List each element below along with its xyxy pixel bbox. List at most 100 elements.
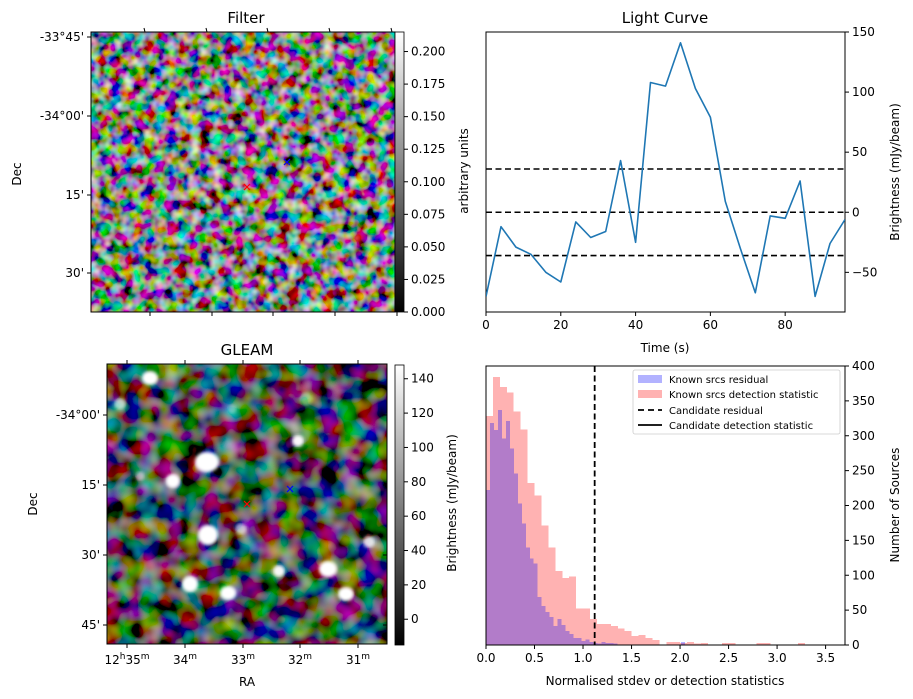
light-curve-y-tick-label: 0 bbox=[852, 205, 860, 219]
light-curve-line bbox=[486, 41, 845, 298]
histogram-bar bbox=[756, 642, 764, 645]
histogram-bar bbox=[561, 624, 566, 645]
histogram-bar bbox=[645, 638, 653, 645]
gleam-x-tick-label: 34m bbox=[173, 652, 197, 667]
gleam-x-tick-label: 32m bbox=[288, 652, 312, 667]
histogram-bar bbox=[545, 612, 550, 645]
gleam-frame bbox=[106, 363, 388, 645]
gleam-source bbox=[167, 475, 179, 487]
histogram-bar bbox=[492, 377, 500, 645]
filter-colorbar-tick-label: 0.125 bbox=[411, 142, 445, 156]
histogram-x-tick-label: 2.0 bbox=[671, 651, 690, 665]
light-curve-x-tick-label: 80 bbox=[778, 318, 793, 332]
filter-top-tick bbox=[266, 27, 269, 33]
gleam-colorbar-tick-label: 100 bbox=[411, 440, 434, 454]
tick-sup: m bbox=[303, 652, 312, 662]
gleam-colorbar-tick-label: 140 bbox=[411, 372, 434, 386]
histogram-bar bbox=[585, 639, 590, 645]
filter-colorbar-tick-label: 0.200 bbox=[411, 45, 445, 59]
tick-part: 12 bbox=[104, 653, 119, 667]
filter-colorbar-tick-label: 0.025 bbox=[411, 272, 445, 286]
histogram-y-tick-label: 100 bbox=[852, 568, 875, 582]
histogram-bar bbox=[577, 638, 582, 645]
histogram-bar bbox=[694, 643, 702, 645]
filter-colorbar-tick-label: 0.150 bbox=[411, 110, 445, 124]
histogram-x-tick-label: 0.0 bbox=[476, 651, 495, 665]
light-curve-x-ticks: 0 20 40 60 80 bbox=[482, 312, 793, 332]
filter-colorbar-tick-label: 0.100 bbox=[411, 175, 445, 189]
histogram-y-tick-label: 400 bbox=[852, 359, 875, 373]
gleam-source bbox=[274, 566, 284, 576]
gleam-source bbox=[320, 562, 336, 576]
histogram-bar bbox=[613, 643, 618, 645]
histogram-bar bbox=[573, 638, 578, 645]
gleam-xlabel: RA bbox=[239, 675, 256, 689]
light-curve-series bbox=[486, 41, 845, 298]
filter-y-tick-label: -34°00' bbox=[40, 109, 84, 123]
legend-label: Known srcs residual bbox=[669, 375, 768, 386]
light-curve-y-tick-label: 100 bbox=[852, 85, 875, 99]
light-curve-x-tick-label: 60 bbox=[703, 318, 718, 332]
filter-y-tick-label: 15' bbox=[65, 188, 84, 202]
histogram-x-ticks: 0.0 0.5 1.0 1.5 2.0 2.5 3.0 3.5 bbox=[476, 645, 835, 665]
histogram-bar bbox=[537, 596, 542, 645]
histogram-bar bbox=[521, 523, 526, 645]
filter-y-tick-label: 30' bbox=[65, 266, 84, 280]
gleam-source bbox=[221, 587, 235, 599]
gleam-source bbox=[236, 524, 246, 534]
tick-part: 34 bbox=[173, 653, 188, 667]
gleam-source bbox=[228, 405, 236, 413]
histogram-bar bbox=[617, 628, 625, 645]
histogram-x-tick-label: 3.0 bbox=[768, 651, 787, 665]
filter-marker-candidate bbox=[243, 183, 251, 191]
histogram-ylabel: Number of Sources bbox=[888, 448, 902, 563]
gleam-x-tick-label: 31m bbox=[346, 652, 370, 667]
light-curve-x-tick-label: 40 bbox=[628, 318, 643, 332]
gleam-colorbar-tick-label: 20 bbox=[411, 578, 426, 592]
filter-ylabel: Dec bbox=[10, 162, 24, 185]
histogram-bar bbox=[541, 605, 546, 645]
histogram-x-tick-label: 1.5 bbox=[622, 651, 641, 665]
histogram-bar bbox=[497, 409, 502, 645]
histogram-y-ticks: 0 50 100 150 200 250 300 350 400 bbox=[845, 359, 875, 652]
histogram-bar bbox=[520, 429, 528, 645]
gleam-colorbar-tick-label: 0 bbox=[411, 612, 419, 626]
gleam-title: GLEAM bbox=[221, 341, 274, 359]
histogram-bar bbox=[555, 571, 563, 645]
histogram-y-tick-label: 200 bbox=[852, 499, 875, 513]
tick-sup: m bbox=[361, 652, 370, 662]
filter-top-tick bbox=[390, 27, 393, 33]
gleam-source bbox=[364, 537, 374, 547]
light-curve-y-tick-label: 50 bbox=[852, 145, 867, 159]
tick-part: 32 bbox=[288, 653, 303, 667]
gleam-colorbar-ticks: 0 20 40 60 80 100 120 140 bbox=[404, 372, 434, 626]
gleam-colorbar bbox=[394, 364, 405, 646]
histogram-bar bbox=[486, 490, 490, 645]
filter-y-ticks: -33°45' -34°00' 15' 30' bbox=[40, 30, 91, 280]
histogram-x-tick-label: 0.5 bbox=[525, 651, 544, 665]
gleam-source bbox=[136, 472, 144, 480]
histogram-bar bbox=[581, 640, 586, 645]
histogram-y-tick-label: 350 bbox=[852, 394, 875, 408]
histogram-y-tick-label: 300 bbox=[852, 429, 875, 443]
filter-colorbar-tick-label: 0.000 bbox=[411, 305, 445, 319]
gleam-y-ticks: -34°00' 15' 30' 45' bbox=[56, 408, 387, 632]
gleam-colorbar-tick-label: 40 bbox=[411, 544, 426, 558]
histogram-bar bbox=[666, 642, 674, 645]
gleam-x-ticks: 12h35m 34m 33m 32m 31m bbox=[104, 360, 370, 667]
legend-label: Candidate detection statistic bbox=[669, 421, 813, 432]
histogram-legend: Known srcs residual Known srcs detection … bbox=[632, 369, 841, 435]
gleam-panel: GLEAM -34°00'15'30'45' 12h35m 34m 33m 32m 31… bbox=[26, 341, 459, 689]
gleam-sources bbox=[113, 370, 376, 602]
histogram-bar bbox=[701, 642, 708, 645]
gleam-source bbox=[339, 588, 353, 600]
gleam-marker-reference bbox=[286, 485, 294, 493]
tick-part: 33 bbox=[231, 653, 246, 667]
filter-marker-reference bbox=[283, 158, 291, 166]
filter-colorbar-label: arbitrary units bbox=[457, 128, 471, 214]
gleam-source bbox=[199, 526, 217, 544]
histogram-bars bbox=[486, 377, 840, 645]
histogram-bar bbox=[798, 642, 806, 645]
legend-box bbox=[632, 369, 841, 435]
histogram-bar bbox=[513, 411, 521, 645]
